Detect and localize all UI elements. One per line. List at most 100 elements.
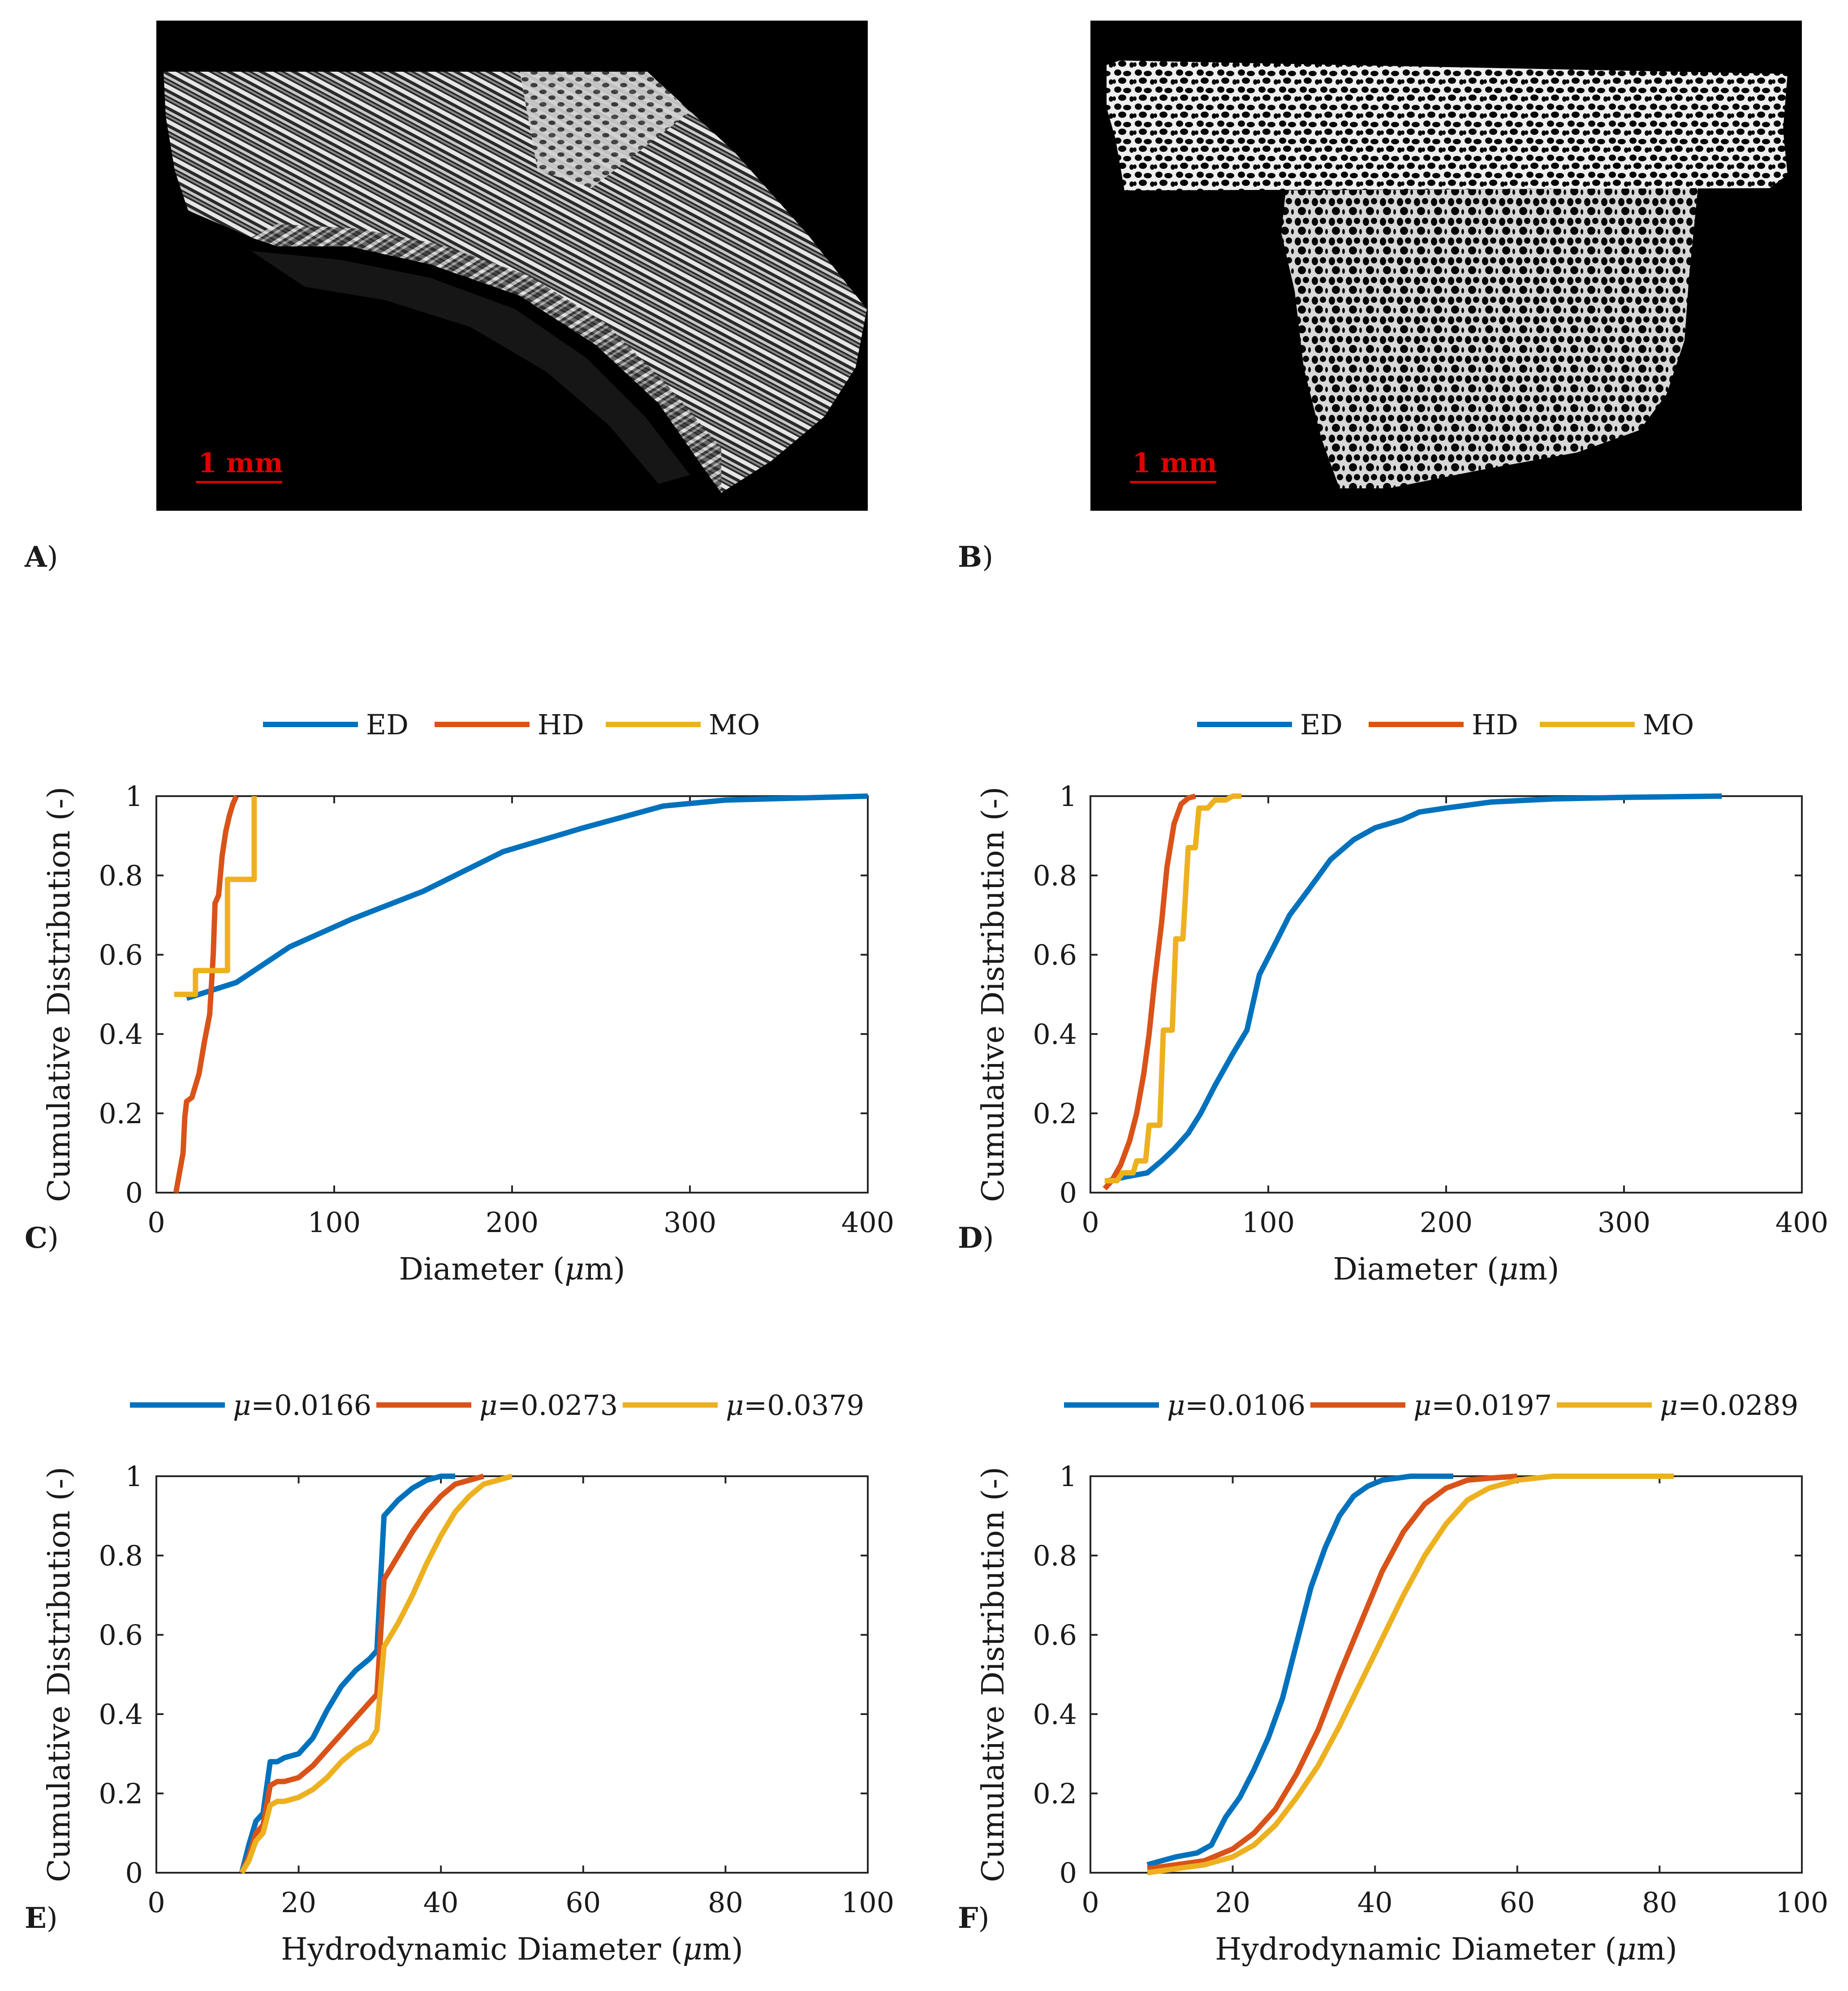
x-axis-label: Diameter (μm) <box>1333 1252 1559 1287</box>
series-line-1 <box>239 1474 455 1874</box>
y-tick-label: 0.8 <box>99 1539 143 1572</box>
y-tick-label: 0.2 <box>99 1777 143 1810</box>
legend-label-1: μ=0.0166 <box>233 1389 371 1422</box>
image-a: 1 mm <box>156 21 868 511</box>
panel-letter-a: A <box>24 540 47 574</box>
chart-c: 0 100 200 300 400 0 0.2 0.4 0.6 0.8 1 Diameter (μm)… <box>25 708 894 1287</box>
y-tick-label: 0 <box>125 1857 143 1889</box>
y-axis-label: Cumulative Distribution (-) <box>976 787 1011 1202</box>
panel-label: F) <box>958 1901 989 1935</box>
x-tick-label: 80 <box>1642 1886 1677 1919</box>
dentine-band-render <box>520 72 690 188</box>
y-tick-label: 0 <box>1060 1857 1077 1889</box>
chart-f: 0 20 40 60 80 100 0 0.2 0.4 0.6 0.8 1 Hydrodynamic D… <box>958 1389 1828 1967</box>
x-tick-label: 60 <box>1499 1886 1535 1919</box>
legend-label-1: ED <box>1300 708 1343 741</box>
x-tick-label: 40 <box>1357 1886 1393 1919</box>
y-tick-label: 0.6 <box>1033 939 1077 971</box>
x-axis-label: Hydrodynamic Diameter (μm) <box>281 1932 743 1967</box>
x-tick-label: 20 <box>281 1886 316 1919</box>
trabecular-bone-render-bottom <box>1281 188 1698 488</box>
legend-label-1: ED <box>366 708 409 741</box>
panel-label: E) <box>25 1901 58 1935</box>
x-tick-label: 60 <box>565 1886 601 1919</box>
series-line-1 <box>1107 793 1722 1184</box>
x-tick-label: 0 <box>1081 1206 1099 1239</box>
x-tick-label: 40 <box>423 1886 459 1919</box>
legend-label-2: HD <box>1472 708 1518 741</box>
series-line-3 <box>174 796 257 997</box>
series-line-3 <box>1147 1474 1674 1875</box>
x-tick-label: 400 <box>1775 1206 1828 1239</box>
y-tick-label: 0.8 <box>1033 1539 1077 1572</box>
y-tick-label: 0 <box>125 1176 143 1209</box>
y-axis-label: Cumulative Distribution (-) <box>42 1467 77 1882</box>
x-tick-label: 80 <box>708 1886 743 1919</box>
y-tick-label: 1 <box>125 780 143 813</box>
plot-area <box>1090 1475 1803 1874</box>
legend-label-2: μ=0.0273 <box>479 1389 618 1422</box>
x-axis-label: Hydrodynamic Diameter (μm) <box>1215 1932 1677 1967</box>
series-line-2 <box>239 1474 485 1874</box>
series-line-1 <box>185 793 868 1001</box>
y-axis-label: Cumulative Distribution (-) <box>42 787 77 1202</box>
panel-label-a: A) <box>24 540 58 574</box>
y-tick-label: 0.4 <box>99 1698 143 1731</box>
y-tick-label: 0 <box>1060 1176 1077 1209</box>
x-tick-label: 100 <box>308 1206 361 1239</box>
y-axis-label: Cumulative Distribution (-) <box>976 1467 1011 1882</box>
inner-surface-render <box>251 224 721 493</box>
x-tick-label: 300 <box>1598 1206 1650 1239</box>
y-tick-label: 0.6 <box>1033 1619 1077 1651</box>
y-tick-label: 1 <box>1060 1460 1077 1493</box>
y-tick-label: 0.2 <box>1033 1777 1077 1810</box>
y-tick-label: 0.2 <box>99 1097 143 1130</box>
series-line-2 <box>1103 793 1196 1191</box>
x-tick-label: 0 <box>1081 1886 1099 1919</box>
series-line-3 <box>239 1474 513 1875</box>
panel-label-b: B) <box>958 540 993 574</box>
legend-label-2: HD <box>538 708 584 741</box>
panel-paren-b: ) <box>982 541 993 574</box>
panel-label: D) <box>958 1221 994 1255</box>
panel-letter-b: B <box>958 540 982 574</box>
legend-label-1: μ=0.0106 <box>1167 1389 1305 1422</box>
x-tick-label: 100 <box>841 1886 894 1919</box>
legend-label-3: MO <box>709 708 760 741</box>
series-line-2 <box>173 795 239 1194</box>
series-line-1 <box>1146 1474 1453 1868</box>
y-tick-label: 0.6 <box>99 1619 143 1651</box>
x-tick-label: 0 <box>147 1886 165 1919</box>
trabecular-bone-render-top <box>1107 60 1788 190</box>
y-tick-label: 1 <box>1060 780 1077 813</box>
y-tick-label: 0.4 <box>1033 1018 1077 1051</box>
legend-label-3: μ=0.0379 <box>726 1389 864 1422</box>
y-tick-label: 0.4 <box>1033 1698 1077 1731</box>
y-tick-label: 0.4 <box>99 1018 143 1051</box>
series-line-2 <box>1147 1474 1518 1872</box>
plot-area <box>1090 795 1803 1194</box>
x-axis-label: Diameter (μm) <box>399 1252 625 1287</box>
series-line-3 <box>1104 793 1242 1184</box>
x-tick-label: 400 <box>841 1206 894 1239</box>
chart-d: 0 100 200 300 400 0 0.2 0.4 0.6 0.8 1 Diameter (μm)… <box>958 708 1828 1287</box>
panel-label: C) <box>25 1221 59 1255</box>
legend-label-2: μ=0.0197 <box>1413 1389 1552 1422</box>
legend-label-3: MO <box>1643 708 1694 741</box>
panel-paren-a: ) <box>47 541 58 574</box>
x-tick-label: 20 <box>1215 1886 1250 1919</box>
x-tick-label: 100 <box>1775 1886 1828 1919</box>
y-tick-label: 0.2 <box>1033 1097 1077 1130</box>
x-tick-label: 200 <box>486 1206 538 1239</box>
y-tick-label: 0.8 <box>99 859 143 892</box>
x-tick-label: 200 <box>1420 1206 1473 1239</box>
x-tick-label: 0 <box>147 1206 165 1239</box>
plot-area <box>155 795 869 1194</box>
chart-e: 0 20 40 60 80 100 0 0.2 0.4 0.6 0.8 1 Hydrodynamic D… <box>25 1389 894 1967</box>
image-b: 1 mm <box>1090 21 1802 511</box>
scalebar-label-a: 1 mm <box>198 448 283 479</box>
pulp-shadow-render <box>251 251 690 484</box>
y-tick-label: 0.8 <box>1033 859 1077 892</box>
y-tick-label: 0.6 <box>99 939 143 971</box>
